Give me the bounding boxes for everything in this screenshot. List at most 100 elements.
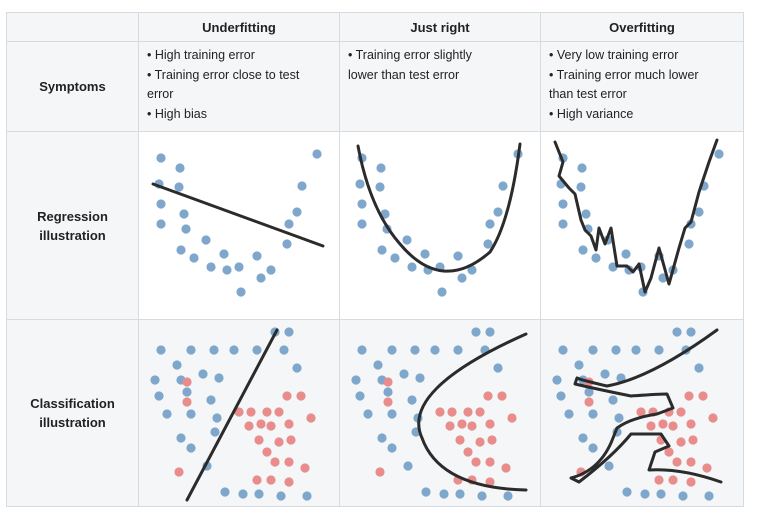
data-point	[176, 245, 186, 255]
class-a-point	[156, 345, 166, 355]
class-a-point	[564, 409, 574, 419]
symptoms-just-right: • Training error slightly lower than tes…	[339, 41, 541, 132]
row-label-regression: Regression illustration	[6, 131, 139, 320]
class-b-point	[445, 421, 455, 431]
class-b-point	[475, 407, 485, 417]
class-a-point	[415, 373, 425, 383]
linear-fit-line	[151, 182, 325, 248]
class-b-point	[284, 477, 294, 487]
class-a-point	[302, 491, 312, 501]
regression-just-right-plot	[355, 142, 523, 297]
class-a-point	[172, 360, 182, 370]
class-b-point	[274, 437, 284, 447]
classification-underfitting-cell	[138, 319, 340, 507]
class-b-point	[654, 475, 664, 485]
class-b-point	[497, 391, 507, 401]
class-b-point	[507, 413, 517, 423]
data-point	[206, 262, 216, 272]
data-point	[467, 265, 477, 275]
row-label-classification: Classification illustration	[6, 319, 139, 507]
linear-boundary	[185, 328, 279, 502]
row-label-symptoms: Symptoms	[6, 41, 139, 132]
class-a-point	[407, 395, 417, 405]
data-point	[282, 239, 292, 249]
class-a-point	[556, 391, 566, 401]
data-point	[576, 182, 586, 192]
class-b-point	[447, 407, 457, 417]
class-b-point	[471, 457, 481, 467]
class-b-point	[252, 475, 262, 485]
data-point	[591, 253, 601, 263]
class-b-point	[286, 435, 296, 445]
classification-just-right-cell	[339, 319, 541, 507]
class-a-point	[357, 345, 367, 355]
class-b-point	[182, 397, 192, 407]
data-point	[420, 249, 430, 259]
data-point	[236, 287, 246, 297]
data-point	[355, 179, 365, 189]
class-a-point	[493, 363, 503, 373]
column-header-overfitting: Overfitting	[540, 12, 744, 42]
data-point	[234, 262, 244, 272]
symptom-line: • High training error	[147, 48, 255, 62]
class-b-point	[234, 407, 244, 417]
overfit-curve	[553, 138, 719, 294]
class-a-point	[373, 360, 383, 370]
class-a-point	[611, 345, 621, 355]
class-a-point	[363, 409, 373, 419]
class-a-point	[430, 345, 440, 355]
data-point	[558, 199, 568, 209]
class-a-point	[150, 375, 160, 385]
class-b-point	[658, 419, 668, 429]
class-b-point	[244, 421, 254, 431]
class-b-point	[246, 407, 256, 417]
classification-overfitting-plot	[552, 327, 723, 501]
class-b-point	[688, 435, 698, 445]
class-b-point	[668, 421, 678, 431]
symptom-line: • Training error close to test	[147, 67, 300, 82]
data-point	[402, 235, 412, 245]
data-point	[694, 207, 704, 217]
class-a-point	[410, 345, 420, 355]
class-a-point	[387, 443, 397, 453]
class-b-point	[686, 419, 696, 429]
class-a-point	[453, 345, 463, 355]
class-a-point	[229, 345, 239, 355]
data-point	[256, 273, 266, 283]
symptom-line: than test error	[549, 87, 627, 101]
data-point	[498, 181, 508, 191]
symptom-line: • High variance	[549, 106, 634, 121]
class-a-point	[640, 489, 650, 499]
class-b-point	[383, 377, 393, 387]
classification-overfitting-cell	[540, 319, 744, 507]
class-b-point	[282, 391, 292, 401]
data-point	[179, 209, 189, 219]
data-point	[684, 239, 694, 249]
column-header-underfitting: Underfitting	[138, 12, 340, 42]
class-a-point	[220, 487, 230, 497]
class-a-point	[186, 345, 196, 355]
class-b-point	[664, 447, 674, 457]
class-b-point	[702, 463, 712, 473]
class-a-point	[186, 409, 196, 419]
class-b-point	[501, 463, 511, 473]
class-b-point	[300, 463, 310, 473]
data-point	[357, 199, 367, 209]
class-b-point	[284, 457, 294, 467]
row-label-symptoms-text: Symptoms	[39, 79, 106, 94]
class-a-point	[377, 433, 387, 443]
data-point	[201, 235, 211, 245]
comparison-table: Underfitting Just right Overfitting Symp…	[6, 12, 744, 507]
class-a-point	[387, 409, 397, 419]
data-point	[485, 219, 495, 229]
class-a-point	[439, 489, 449, 499]
class-a-point	[485, 327, 495, 337]
overfit-boundary	[569, 328, 723, 484]
class-b-point	[485, 477, 495, 487]
data-point	[156, 199, 166, 209]
class-b-point	[584, 397, 594, 407]
class-b-point	[676, 407, 686, 417]
regression-overfitting-cell	[540, 131, 744, 320]
class-a-point	[614, 413, 624, 423]
class-b-point	[296, 391, 306, 401]
